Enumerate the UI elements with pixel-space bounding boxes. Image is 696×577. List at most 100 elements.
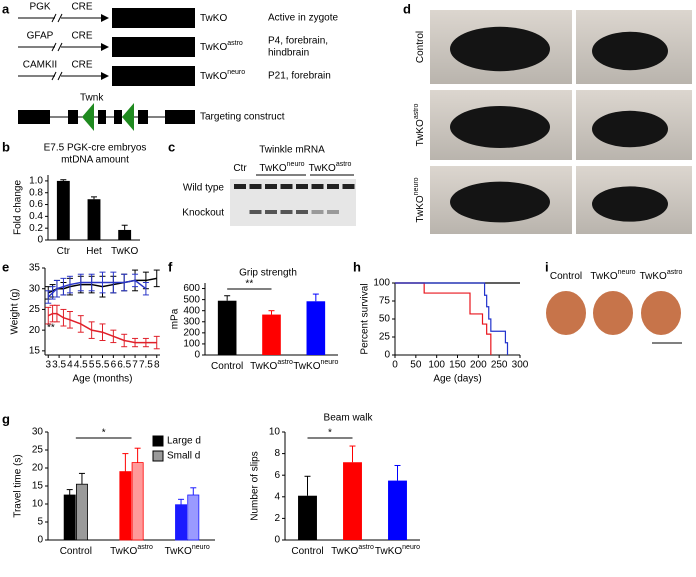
row-label-part: TwKO <box>415 119 426 146</box>
panel-letter: h <box>353 259 361 274</box>
bar <box>217 300 237 355</box>
construct-label: Targeting construct <box>200 112 285 123</box>
panel-letter: f <box>168 259 173 274</box>
y-tick-label: 600 <box>183 283 200 294</box>
x-tick-label: TwKOneuro <box>375 544 420 556</box>
x-tick-label: 250 <box>491 360 508 371</box>
gap <box>55 43 61 51</box>
note: P4, forebrain, <box>268 36 328 47</box>
row-label-part: astro <box>413 103 420 119</box>
y-tick-label: 8 <box>274 448 280 459</box>
band <box>249 184 262 189</box>
lane-label: Ctr <box>233 163 247 174</box>
x-tick-label: 150 <box>449 360 466 371</box>
y-tick-label: 0.4 <box>29 211 43 222</box>
y-label: Weight (g) <box>10 289 21 335</box>
band-label: Wild type <box>183 183 225 194</box>
break <box>51 42 57 52</box>
x-tick-label: 4.5 <box>74 360 88 371</box>
x-label: Age (months) <box>72 374 132 385</box>
x-tick-label: 6 <box>111 360 117 371</box>
band <box>311 210 324 214</box>
y-tick-label: 0 <box>384 350 390 361</box>
note: P21, forebrain <box>268 71 331 82</box>
x-tick-label-part: astro <box>358 544 374 551</box>
bar <box>131 462 144 541</box>
y-tick-label: 0 <box>194 350 200 361</box>
break <box>57 13 63 23</box>
annotation: * <box>102 428 106 439</box>
chart-subtitle: mtDNA amount <box>61 155 129 166</box>
mouse <box>450 181 550 223</box>
lane-label: TwKOneuro <box>259 161 304 173</box>
gene-box <box>112 37 195 57</box>
x-tick-label: TwKOastro <box>331 544 374 556</box>
gel-title: Twinkle mRNA <box>259 145 325 156</box>
break <box>57 71 63 81</box>
x-tick-label-part: neuro <box>402 544 420 551</box>
band <box>311 184 324 189</box>
bar <box>175 504 188 541</box>
survival-line <box>395 282 492 355</box>
y-tick-label: 500 <box>183 294 200 305</box>
panel-letter: i <box>545 259 549 274</box>
band <box>327 184 339 189</box>
x-tick-label-part: Control <box>211 361 243 372</box>
band <box>296 184 308 189</box>
x-tick-label-part: astro <box>277 359 293 366</box>
y-label: Travel time (s) <box>13 454 24 518</box>
bar <box>87 199 101 240</box>
survival-line <box>395 282 509 355</box>
panel-letter: e <box>2 259 9 274</box>
exon <box>114 110 122 124</box>
y-tick-label: 0 <box>37 535 43 546</box>
bar <box>56 180 70 240</box>
y-tick-label: 100 <box>183 339 200 350</box>
loxp <box>122 103 134 131</box>
bar <box>298 495 317 540</box>
y-tick-label: 30 <box>32 427 44 438</box>
x-tick-label-part: astro <box>137 544 153 551</box>
x-tick-label-part: TwKO <box>293 361 320 372</box>
y-tick-label: 400 <box>183 305 200 316</box>
x-tick-label-part: neuro <box>320 359 338 366</box>
chart-title: E7.5 PGK-cre embryos <box>44 143 147 154</box>
x-tick-label-part: TwKO <box>110 546 137 557</box>
y-tick-label: 0 <box>37 235 43 246</box>
lane-label: TwKOastro <box>309 161 352 173</box>
brain-label-part: astro <box>667 269 683 276</box>
row-label-part: neuro <box>413 177 420 195</box>
exon <box>165 110 195 124</box>
x-tick-label: TwKOneuro <box>165 544 210 556</box>
break <box>51 71 57 81</box>
x-tick-label: TwKOastro <box>250 359 293 371</box>
bar <box>343 462 362 540</box>
x-tick-label: Ctr <box>57 246 71 257</box>
x-tick-label: 0 <box>392 360 398 371</box>
y-tick-label: 6 <box>274 470 280 481</box>
y-tick-label: 300 <box>183 316 200 327</box>
gap <box>55 72 61 80</box>
x-tick-label: TwKOastro <box>110 544 153 556</box>
x-tick-label-part: TwKO <box>165 546 192 557</box>
y-tick-label: 100 <box>373 278 390 289</box>
brain-label: TwKOastro <box>640 269 683 281</box>
y-tick-label: 2 <box>274 513 280 524</box>
x-tick-label: Het <box>86 246 102 257</box>
note: hindbrain <box>268 48 309 59</box>
y-tick-label: 25 <box>32 445 44 456</box>
promoter: PGK <box>29 2 50 13</box>
x-tick-label: 3.5 <box>52 360 66 371</box>
brain <box>593 291 633 335</box>
x-tick-label: 7 <box>132 360 138 371</box>
bar <box>187 494 200 541</box>
x-tick-label-part: TwKO <box>250 361 277 372</box>
y-tick-label: 0.2 <box>29 223 43 234</box>
line-label: TwKO <box>200 13 227 24</box>
brain-label-part: Control <box>550 271 582 282</box>
gene-box <box>112 66 195 86</box>
bar <box>388 480 407 540</box>
band <box>280 210 293 214</box>
x-tick-label-part: Ctr <box>57 246 71 257</box>
